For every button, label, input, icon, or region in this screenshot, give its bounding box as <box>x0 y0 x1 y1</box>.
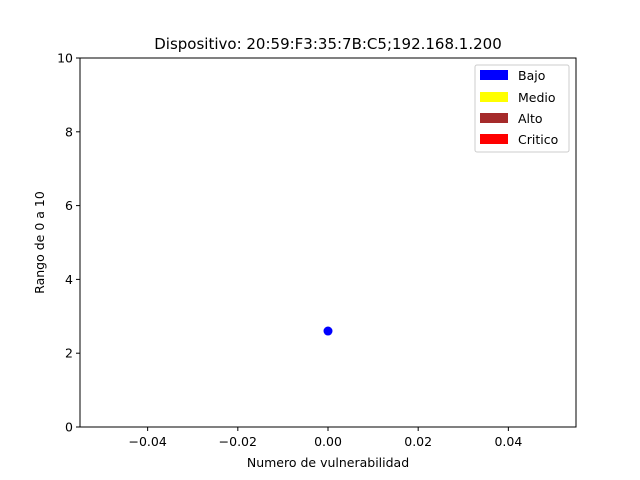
x-tick-label: −0.02 <box>219 434 257 449</box>
x-axis-ticks: −0.04 −0.02 0.00 0.02 0.04 <box>128 427 522 449</box>
legend-swatch-medio <box>480 92 508 102</box>
x-tick-label: 0.00 <box>314 434 342 449</box>
legend-swatch-critico <box>480 134 508 144</box>
y-tick-label: 2 <box>65 346 73 361</box>
chart-title: Dispositivo: 20:59:F3:35:7B:C5;192.168.1… <box>154 35 501 53</box>
x-tick-label: −0.04 <box>128 434 166 449</box>
x-axis-label: Numero de vulnerabilidad <box>247 455 409 470</box>
legend-swatch-bajo <box>480 70 508 80</box>
legend-label-bajo: Bajo <box>518 68 545 83</box>
legend-label-medio: Medio <box>518 90 556 105</box>
y-tick-label: 10 <box>57 51 73 66</box>
x-tick-label: 0.02 <box>404 434 432 449</box>
legend-label-critico: Critico <box>518 132 558 147</box>
data-point <box>323 326 333 336</box>
y-tick-label: 8 <box>65 124 73 139</box>
y-tick-label: 4 <box>65 272 73 287</box>
legend-swatch-alto <box>480 113 508 123</box>
y-axis-label: Rango de 0 a 10 <box>32 191 47 294</box>
x-tick-label: 0.04 <box>494 434 522 449</box>
y-tick-label: 6 <box>65 198 73 213</box>
legend-frame <box>474 64 570 153</box>
y-axis-ticks: 0 2 4 6 8 10 <box>57 51 80 435</box>
legend-label-alto: Alto <box>518 111 543 126</box>
legend: Bajo Medio Alto Critico <box>474 64 570 153</box>
data-points <box>323 326 333 336</box>
y-tick-label: 0 <box>65 420 73 435</box>
